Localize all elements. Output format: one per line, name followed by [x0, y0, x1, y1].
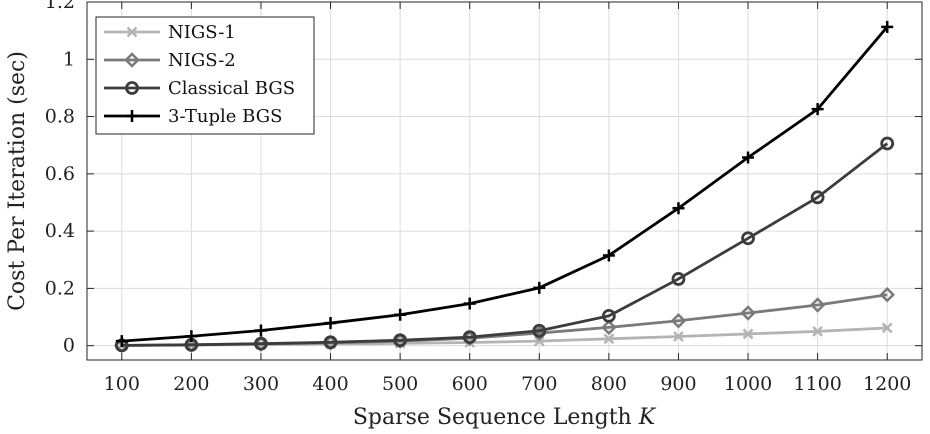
legend: NIGS-1 NIGS-2 Classical BGS 3-Tuple BGS — [95, 16, 315, 135]
circle-marker — [393, 333, 408, 348]
x-tick-label: 200 — [173, 373, 209, 395]
data-point — [810, 190, 825, 205]
legend-label: NIGS-2 — [168, 50, 236, 71]
circle-marker — [532, 323, 547, 338]
series-line — [121, 26, 889, 343]
data-point — [602, 249, 615, 262]
circle-marker — [125, 81, 139, 95]
data-point — [880, 136, 895, 151]
series-group — [114, 20, 895, 354]
data-point — [601, 308, 616, 323]
data-point — [811, 103, 824, 116]
x-tick-label: 500 — [382, 373, 418, 395]
y-tick-label: 0.8 — [45, 106, 75, 128]
data-point — [532, 323, 547, 338]
circle-marker — [671, 272, 686, 286]
data-point — [185, 330, 198, 343]
x-tick-label: 100 — [104, 373, 140, 395]
data-point — [115, 335, 128, 348]
x-marker-stroke — [126, 26, 138, 38]
y-tick-label: 0.6 — [45, 163, 75, 185]
x-tick-label: 900 — [660, 373, 696, 395]
diamond-marker — [124, 52, 140, 68]
data-point — [881, 20, 894, 33]
diamond-marker — [879, 286, 895, 303]
data-point — [533, 281, 546, 294]
series-line — [121, 142, 889, 347]
diamond-marker — [740, 305, 756, 321]
x-marker-stroke — [603, 333, 615, 345]
diamond-marker — [670, 312, 687, 329]
circle-marker — [741, 231, 755, 246]
data-point — [809, 297, 826, 313]
y-tick-label: 0.4 — [45, 220, 75, 242]
data-point — [394, 308, 407, 321]
data-point — [603, 333, 615, 345]
data-point — [742, 151, 755, 164]
data-point — [393, 333, 408, 348]
circle-marker — [323, 335, 338, 350]
x-axis-label-text: Sparse Sequence Length — [353, 405, 639, 430]
circle-marker — [254, 336, 268, 351]
x-marker-stroke — [673, 331, 684, 342]
data-point — [463, 297, 476, 310]
data-point — [742, 328, 754, 340]
plot-frame — [86, 1, 923, 361]
data-point — [601, 319, 617, 336]
data-point — [741, 231, 755, 246]
data-point — [324, 317, 337, 330]
data-point — [881, 322, 893, 334]
series-3-tuple-bgs — [115, 20, 894, 348]
x-tick-label: 400 — [312, 373, 348, 395]
x-axis-label-variable: K — [638, 405, 657, 430]
y-tick-label: 1.2 — [45, 0, 75, 13]
x-marker-stroke — [812, 325, 824, 337]
circle-marker — [810, 190, 825, 205]
x-tick-label: 700 — [521, 373, 557, 395]
legend-items: NIGS-1 NIGS-2 Classical BGS 3-Tuple BGS — [104, 22, 295, 127]
x-tick-label: 1000 — [724, 373, 772, 395]
y-tick-label: 0 — [63, 335, 75, 357]
diamond-marker — [809, 297, 826, 313]
data-point — [673, 331, 684, 342]
data-point — [671, 272, 686, 286]
legend-item: NIGS-2 — [104, 50, 236, 71]
x-tick-label: 600 — [452, 373, 488, 395]
y-tick-label: 1 — [63, 48, 75, 70]
legend-item: 3-Tuple BGS — [104, 106, 282, 127]
circle-marker — [880, 136, 895, 151]
data-point — [672, 202, 685, 215]
data-point — [254, 324, 267, 337]
data-point — [879, 286, 895, 303]
data-point — [323, 335, 338, 350]
x-marker-stroke — [533, 335, 545, 347]
data-point — [533, 335, 545, 347]
x-tick-label: 300 — [243, 373, 279, 395]
series-classical-bgs — [114, 136, 895, 353]
legend-item: NIGS-1 — [104, 22, 236, 43]
legend-item: Classical BGS — [104, 78, 295, 99]
x-tick-label: 1100 — [793, 373, 841, 395]
circle-marker — [601, 308, 616, 323]
data-point — [740, 305, 756, 321]
x-marker-stroke — [742, 328, 754, 340]
legend-label: NIGS-1 — [168, 22, 236, 43]
x-axis-label: Sparse Sequence Length K — [353, 405, 657, 430]
legend-label: 3-Tuple BGS — [168, 106, 282, 127]
axis-ticks: 100 200 300 400 500 600 700 800 900 1000 1100 1200 0… — [45, 0, 922, 395]
legend-label: Classical BGS — [168, 78, 295, 99]
y-tick-label: 0.2 — [45, 277, 75, 299]
y-axis-label: Cost Per Iteration (sec) — [5, 51, 30, 311]
x-tick-label: 1200 — [863, 373, 911, 395]
circle-marker — [462, 330, 477, 344]
data-point — [812, 325, 824, 337]
data-point — [254, 336, 268, 351]
data-point — [462, 330, 477, 344]
x-marker-stroke — [881, 322, 893, 334]
diamond-marker — [601, 319, 617, 336]
data-point — [670, 312, 687, 329]
x-tick-label: 800 — [591, 373, 627, 395]
